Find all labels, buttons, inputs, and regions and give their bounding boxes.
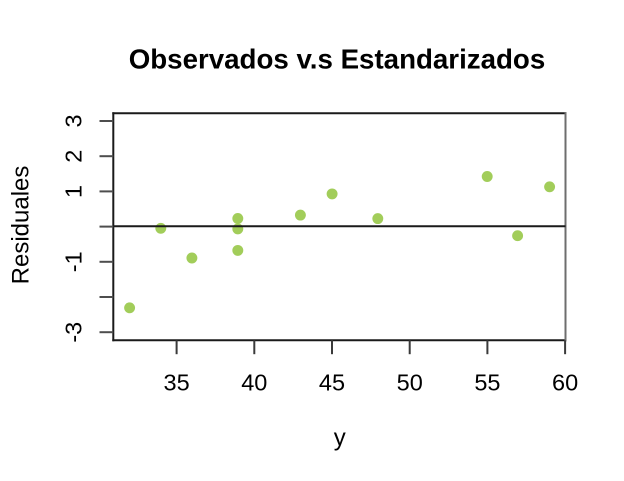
svg-text:-1: -1 — [61, 251, 87, 272]
svg-text:35: 35 — [164, 370, 190, 396]
svg-text:y: y — [334, 425, 346, 452]
svg-text:2: 2 — [61, 150, 87, 163]
svg-text:45: 45 — [319, 370, 345, 396]
svg-text:3: 3 — [61, 114, 87, 127]
svg-text:40: 40 — [241, 370, 267, 396]
svg-text:1: 1 — [61, 185, 87, 198]
svg-text:50: 50 — [397, 370, 423, 396]
svg-text:55: 55 — [474, 370, 500, 396]
svg-text:60: 60 — [552, 370, 578, 396]
svg-text:Observados v.s Estandarizados: Observados v.s Estandarizados — [129, 43, 546, 74]
svg-text:-3: -3 — [61, 322, 87, 343]
svg-text:Residuales: Residuales — [7, 166, 34, 285]
